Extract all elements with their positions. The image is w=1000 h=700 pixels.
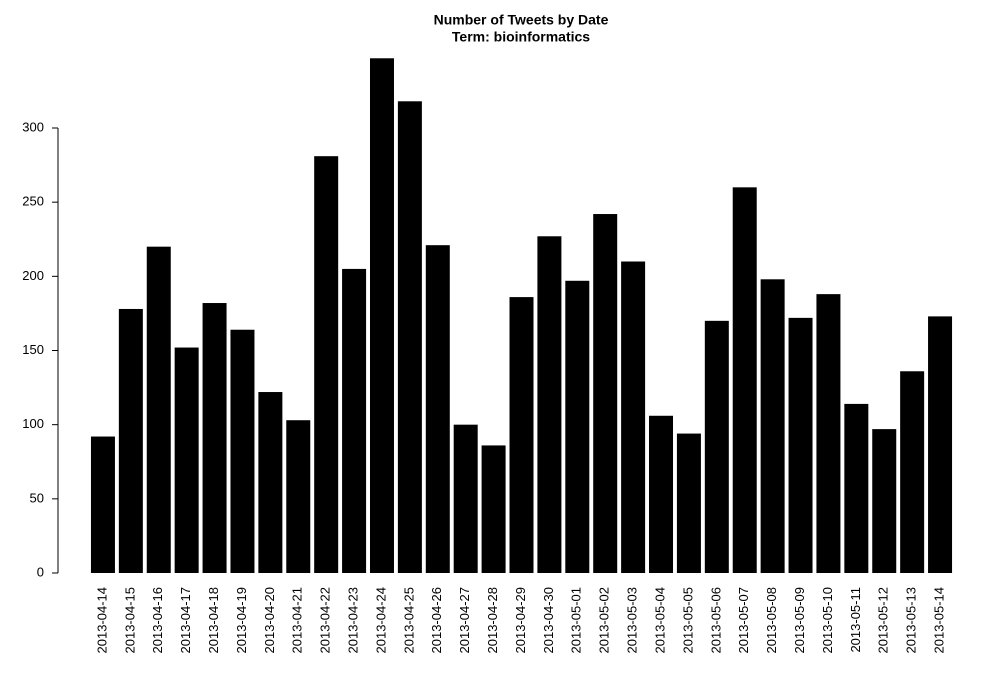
x-tick-label: 2013-04-29 — [513, 587, 528, 654]
x-tick-label: 2013-05-11 — [848, 587, 863, 653]
x-tick-label: 2013-04-20 — [262, 587, 277, 654]
x-tick-label: 2013-05-09 — [792, 587, 807, 654]
y-tick-label: 0 — [37, 564, 44, 579]
chart-title: Number of Tweets by Date — [434, 12, 609, 28]
bar — [872, 429, 897, 573]
bar — [900, 371, 925, 573]
x-tick-label: 2013-05-03 — [625, 587, 640, 654]
x-tick-label: 2013-04-25 — [401, 587, 416, 654]
bar — [174, 347, 199, 573]
bar — [649, 415, 674, 573]
x-tick-label: 2013-04-21 — [290, 587, 305, 654]
y-tick-label: 200 — [22, 268, 44, 283]
x-tick-label: 2013-04-23 — [346, 587, 361, 654]
x-tick-label: 2013-04-22 — [318, 587, 333, 654]
bar — [928, 316, 953, 573]
bar — [286, 420, 311, 573]
y-tick-label: 100 — [22, 416, 44, 431]
x-tick-label: 2013-04-18 — [206, 587, 221, 654]
bar — [230, 329, 255, 573]
x-tick-label: 2013-04-27 — [457, 587, 472, 654]
x-tick-label: 2013-05-10 — [820, 587, 835, 654]
bar — [816, 294, 841, 573]
bar — [509, 297, 534, 573]
bar — [314, 156, 339, 573]
x-tick-label: 2013-05-12 — [876, 587, 891, 654]
bar — [425, 245, 450, 573]
x-tick-label: 2013-05-05 — [680, 587, 695, 654]
x-tick-label: 2013-05-04 — [652, 587, 667, 654]
bar — [732, 187, 757, 574]
x-tick-label: 2013-05-01 — [569, 587, 584, 654]
bar — [146, 246, 171, 573]
x-tick-label: 2013-05-13 — [904, 587, 919, 654]
y-tick-label: 250 — [22, 194, 44, 209]
bar — [565, 280, 590, 573]
bar — [369, 58, 394, 574]
x-tick-label: 2013-05-06 — [708, 587, 723, 654]
bar — [621, 261, 646, 573]
x-tick-label: 2013-04-16 — [150, 587, 165, 654]
x-tick-label: 2013-04-28 — [485, 587, 500, 654]
x-tick-label: 2013-04-17 — [178, 587, 193, 654]
x-tick-label: 2013-04-14 — [94, 587, 109, 654]
bar — [481, 445, 506, 573]
x-tick-label: 2013-04-26 — [429, 587, 444, 654]
x-tick-label: 2013-05-07 — [736, 587, 751, 654]
bar — [453, 424, 478, 573]
bar — [760, 279, 785, 573]
bar — [537, 236, 562, 574]
x-tick-label: 2013-05-08 — [764, 587, 779, 654]
chart-subtitle: Term: bioinformatics — [452, 29, 590, 45]
bar — [118, 308, 143, 573]
x-tick-label: 2013-05-14 — [931, 587, 946, 654]
y-tick-label: 50 — [30, 490, 44, 505]
bar — [342, 268, 367, 573]
bar — [593, 214, 618, 574]
bar — [90, 436, 115, 573]
bar — [844, 403, 869, 573]
x-tick-label: 2013-04-24 — [373, 587, 388, 654]
bar — [202, 303, 227, 573]
bar — [676, 433, 701, 573]
x-tick-label: 2013-04-15 — [122, 587, 137, 654]
x-tick-label: 2013-04-19 — [234, 587, 249, 654]
bar — [258, 392, 283, 573]
bar — [788, 317, 813, 573]
x-tick-label: 2013-04-30 — [541, 587, 556, 654]
bar — [704, 320, 729, 573]
bar — [397, 101, 422, 574]
y-tick-label: 300 — [22, 119, 44, 134]
y-tick-label: 150 — [22, 342, 44, 357]
x-tick-label: 2013-05-02 — [597, 587, 612, 654]
